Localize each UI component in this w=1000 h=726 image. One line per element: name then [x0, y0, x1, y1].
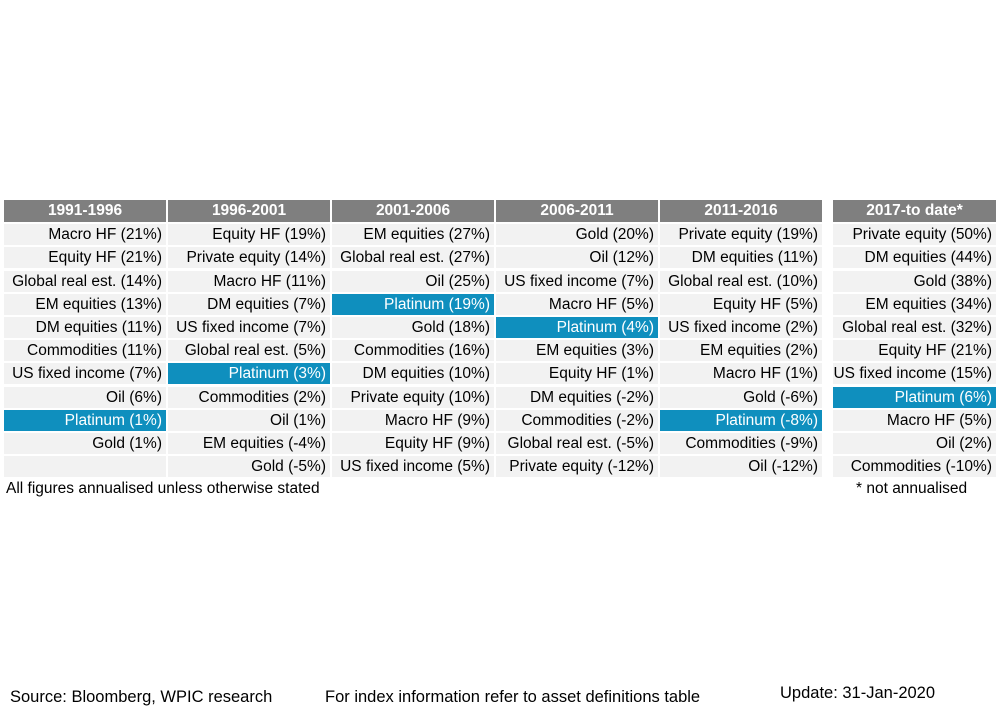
table-column: 2001-2006 EM equities (27%) Global real es… [332, 200, 494, 478]
not-annualised-note: * not annualised [856, 480, 968, 497]
table-cell: Global real est. (5%) [168, 340, 330, 362]
table-cell: Gold (18%) [332, 316, 494, 338]
table-cell: DM equities (11%) [660, 247, 822, 269]
table-cell: DM equities (10%) [332, 363, 494, 385]
table-cell: Global real est. (32%) [833, 316, 996, 338]
table-cell: DM equities (7%) [168, 293, 330, 315]
table-cell: Oil (2%) [833, 432, 996, 454]
index-info-note: For index information refer to asset def… [325, 688, 701, 706]
table-cell: Gold (20%) [496, 224, 658, 246]
table-cell: US fixed income (2%) [660, 316, 822, 338]
table-cell: EM equities (-4%) [168, 432, 330, 454]
column-header: 2011-2016 [660, 200, 822, 222]
table-cell: Oil (-12%) [660, 456, 822, 478]
table-cell: Private equity (-12%) [496, 456, 658, 478]
table-cell: Equity HF (5%) [660, 293, 822, 315]
table-cell: Gold (1%) [4, 432, 166, 454]
table-cell: DM equities (-2%) [496, 386, 658, 408]
table-cell: Commodities (16%) [332, 340, 494, 362]
table-cell: Oil (25%) [332, 270, 494, 292]
table-cell: Equity HF (1%) [496, 363, 658, 385]
table-cell: Equity HF (21%) [833, 340, 996, 362]
table-cell: US fixed income (7%) [496, 270, 658, 292]
table-cell: Macro HF (1%) [660, 363, 822, 385]
table-cell: Platinum (19%) [332, 293, 494, 315]
table-cell: EM equities (2%) [660, 340, 822, 362]
column-header: 1991-1996 [4, 200, 166, 222]
table-cell: Gold (38%) [833, 270, 996, 292]
table-column: 2006-2011 Gold (20%) Oil (12%) US fixed inc… [496, 200, 658, 478]
table-cell: Commodities (-9%) [660, 432, 822, 454]
empty-cell [4, 456, 166, 478]
table-cell: DM equities (44%) [833, 247, 996, 269]
table-cell: US fixed income (5%) [332, 456, 494, 478]
table-column: 1991-1996 Macro HF (21%) Equity HF (21%) Gl… [4, 200, 166, 478]
table-cell: US fixed income (7%) [4, 363, 166, 385]
table-cell: Commodities (-10%) [833, 456, 996, 478]
table-cell: Commodities (-2%) [496, 409, 658, 431]
table-cell: Platinum (3%) [168, 363, 330, 385]
annualised-note: All figures annualised unless otherwise … [6, 480, 320, 497]
column-header: 2006-2011 [496, 200, 658, 222]
table-cell: Oil (6%) [4, 386, 166, 408]
table-cell: Global real est. (27%) [332, 247, 494, 269]
table-cell: Private equity (14%) [168, 247, 330, 269]
table-cell: Private equity (50%) [833, 224, 996, 246]
table-cell: Oil (1%) [168, 409, 330, 431]
table-cell: Platinum (-8%) [660, 409, 822, 431]
table-cell: DM equities (11%) [4, 316, 166, 338]
source-note: Source: Bloomberg, WPIC research [10, 688, 273, 706]
table-cell: EM equities (34%) [833, 293, 996, 315]
table-cell: Macro HF (9%) [332, 409, 494, 431]
table-cell: Macro HF (21%) [4, 224, 166, 246]
table-cell: Platinum (4%) [496, 316, 658, 338]
table-cell: Macro HF (5%) [496, 293, 658, 315]
column-header: 2017-to date* [833, 200, 996, 222]
table-cell: Gold (-6%) [660, 386, 822, 408]
table-cell: Private equity (10%) [332, 386, 494, 408]
table-cell: Global real est. (10%) [660, 270, 822, 292]
table-cell: Oil (12%) [496, 247, 658, 269]
table-cell: Macro HF (5%) [833, 409, 996, 431]
table-cell: EM equities (27%) [332, 224, 494, 246]
table-cell: Gold (-5%) [168, 456, 330, 478]
table-cell: Global real est. (14%) [4, 270, 166, 292]
table-column: 1996-2001 Equity HF (19%) Private equity (… [168, 200, 330, 478]
table-cell: EM equities (3%) [496, 340, 658, 362]
table-cell: Global real est. (-5%) [496, 432, 658, 454]
table-cell: US fixed income (7%) [168, 316, 330, 338]
table-cell: Platinum (1%) [4, 409, 166, 431]
table-cell: Macro HF (11%) [168, 270, 330, 292]
table-column: 2011-2016 Private equity (19%) DM equities… [660, 200, 822, 478]
table-cell: Equity HF (21%) [4, 247, 166, 269]
table-cell: EM equities (13%) [4, 293, 166, 315]
table-cell: Equity HF (19%) [168, 224, 330, 246]
update-date: Update: 31-Jan-2020 [780, 684, 936, 702]
table-cell: Commodities (11%) [4, 340, 166, 362]
table-cell: Platinum (6%) [833, 386, 996, 408]
table-cell: Private equity (19%) [660, 224, 822, 246]
table-cell: Commodities (2%) [168, 386, 330, 408]
table-column: 2017-to date* Private equity (50%) DM equi… [833, 200, 996, 478]
table-cell: US fixed income (15%) [833, 363, 996, 385]
table-cell: Equity HF (9%) [332, 432, 494, 454]
column-header: 2001-2006 [332, 200, 494, 222]
column-header: 1996-2001 [168, 200, 330, 222]
